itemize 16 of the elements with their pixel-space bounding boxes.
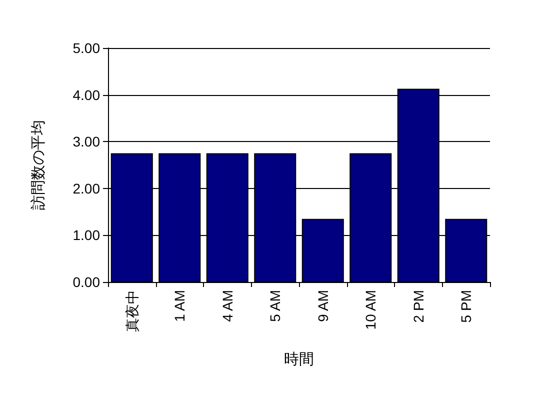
y-tick-label: 4.00 <box>72 86 100 103</box>
y-tick-label: 2.00 <box>72 180 100 196</box>
y-tick-label: 0.00 <box>72 274 100 290</box>
x-tick-label: 9 AM <box>314 290 331 322</box>
x-tick-label: 5 AM <box>267 290 284 322</box>
y-tick-label: 5.00 <box>72 40 100 56</box>
x-tick-label: 4 AM <box>219 290 236 322</box>
y-tick-label: 3.00 <box>72 134 100 150</box>
x-tick-label: 2 PM <box>410 290 426 323</box>
x-tick-label: 10 AM <box>362 290 379 330</box>
y-axis-title: 訪問数の平均 <box>30 120 47 210</box>
x-tick-label: 1 AM <box>172 290 188 322</box>
x-tick-label: 5 PM <box>458 290 474 323</box>
y-tick-label: 1.00 <box>72 227 100 244</box>
x-tick-label: 真夜中 <box>124 290 140 332</box>
x-axis-title: 時間 <box>284 351 314 368</box>
